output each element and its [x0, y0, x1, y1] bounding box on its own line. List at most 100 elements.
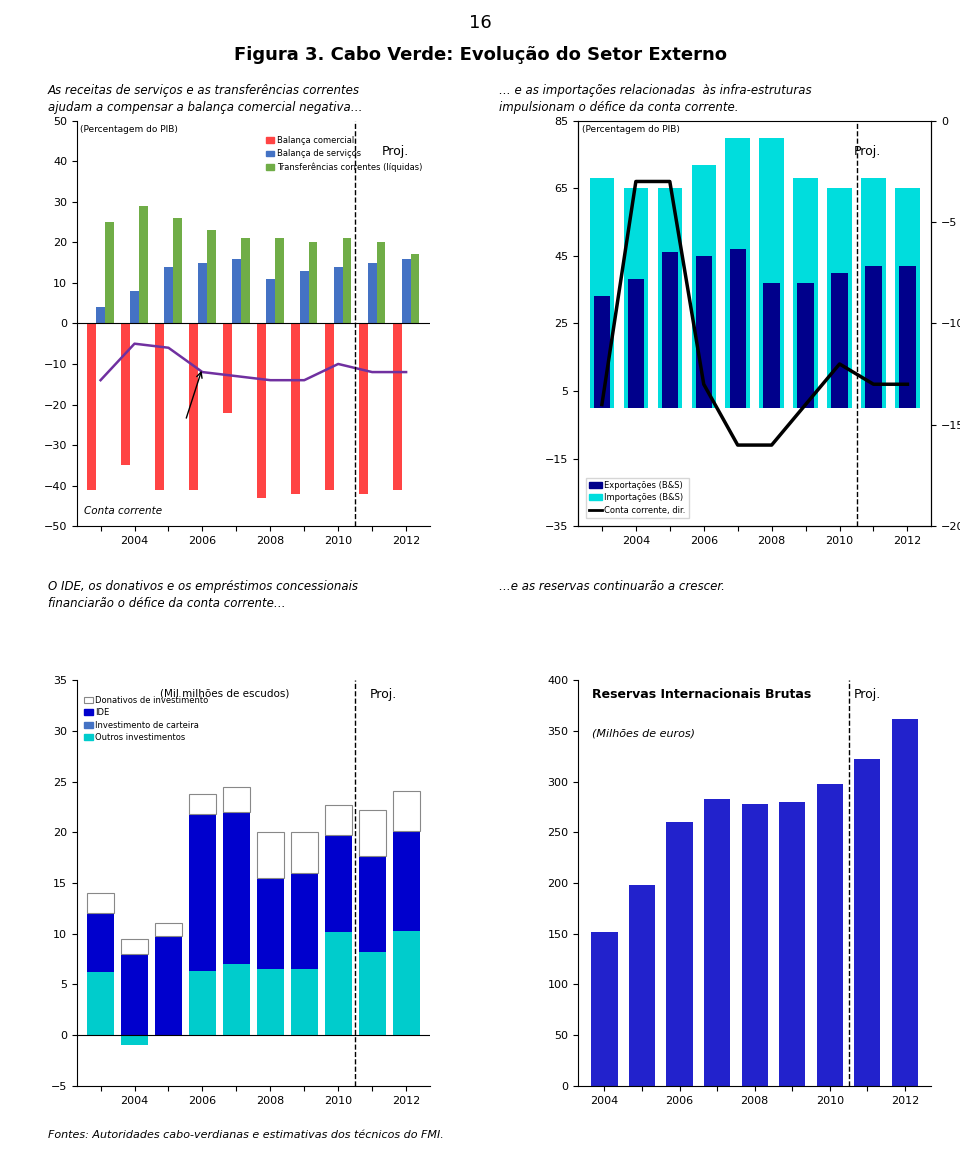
Bar	[376, 242, 385, 323]
Bar	[131, 291, 139, 323]
Bar	[854, 759, 880, 1086]
Bar	[726, 138, 750, 408]
Text: (Mil milhões de escudos): (Mil milhões de escudos)	[160, 688, 290, 699]
Bar	[589, 178, 614, 408]
Bar	[691, 164, 716, 408]
Bar	[393, 931, 420, 1035]
Bar	[156, 323, 164, 489]
Bar	[359, 953, 386, 1035]
Bar	[324, 835, 351, 932]
Text: Proj.: Proj.	[853, 145, 880, 157]
Bar	[359, 810, 386, 856]
Bar	[831, 272, 848, 408]
Bar	[896, 188, 920, 408]
Bar	[291, 832, 318, 873]
Bar	[121, 954, 148, 1035]
Bar	[324, 805, 351, 835]
Bar	[189, 971, 216, 1035]
Text: Fontes: Autoridades cabo-verdianas e estimativas dos técnicos do FMI.: Fontes: Autoridades cabo-verdianas e est…	[48, 1129, 444, 1140]
Bar	[624, 188, 648, 408]
Bar	[324, 323, 334, 489]
Text: Conta corrente: Conta corrente	[84, 506, 161, 516]
Bar	[334, 267, 343, 323]
Bar	[155, 935, 182, 1035]
Bar	[741, 804, 768, 1086]
Bar	[121, 1035, 148, 1046]
Legend: Exportações (B&S), Importações (B&S), Conta corrente, dir.: Exportações (B&S), Importações (B&S), Co…	[586, 478, 689, 518]
Bar	[121, 323, 131, 465]
Bar	[291, 970, 318, 1035]
Bar	[591, 932, 617, 1086]
Text: Reservas Internacionais Brutas: Reservas Internacionais Brutas	[592, 688, 811, 701]
Text: impulsionam o défice da conta corrente.: impulsionam o défice da conta corrente.	[499, 101, 738, 114]
Bar	[87, 893, 114, 913]
Bar	[241, 238, 250, 323]
Bar	[593, 296, 610, 408]
Bar	[164, 267, 173, 323]
Bar	[817, 784, 843, 1086]
Legend: Donativos de investimento, IDE, Investimento de carteira, Outros investimentos: Donativos de investimento, IDE, Investim…	[81, 693, 212, 746]
Text: O IDE, os donativos e os empréstimos concessionais: O IDE, os donativos e os empréstimos con…	[48, 580, 358, 593]
Bar	[96, 307, 105, 323]
Text: (Percentagem do PIB): (Percentagem do PIB)	[81, 125, 179, 133]
Bar	[393, 791, 420, 832]
Bar	[658, 188, 682, 408]
Bar	[87, 972, 114, 1035]
Bar	[628, 279, 644, 408]
Bar	[87, 323, 96, 489]
Bar	[780, 802, 805, 1086]
Bar	[861, 178, 886, 408]
Bar	[189, 323, 198, 489]
Bar	[256, 878, 284, 970]
Bar	[257, 323, 266, 498]
Bar	[121, 939, 148, 954]
Bar	[223, 323, 232, 412]
Bar	[256, 970, 284, 1035]
Bar	[300, 271, 309, 323]
Bar	[105, 222, 114, 323]
Bar	[892, 719, 918, 1086]
Text: … e as importações relacionadas  às infra-estruturas: … e as importações relacionadas às infra…	[499, 84, 812, 97]
Text: Proj.: Proj.	[382, 145, 410, 157]
Bar	[256, 832, 284, 878]
Legend: Balança comercial, Balança de serviços, Transferências correntes (líquidas): Balança comercial, Balança de serviços, …	[263, 133, 425, 176]
Text: …e as reservas continuarão a crescer.: …e as reservas continuarão a crescer.	[499, 580, 725, 593]
Bar	[223, 787, 250, 812]
Bar	[198, 263, 206, 323]
Bar	[393, 832, 420, 931]
Bar	[139, 206, 148, 323]
Bar	[730, 249, 746, 408]
Bar	[291, 323, 300, 494]
Bar	[309, 242, 318, 323]
Bar	[206, 230, 216, 323]
Bar	[232, 259, 241, 323]
Text: ajudam a compensar a balança comercial negativa…: ajudam a compensar a balança comercial n…	[48, 101, 363, 114]
Bar	[900, 265, 916, 408]
Bar	[393, 323, 401, 489]
Bar	[828, 188, 852, 408]
Bar	[87, 913, 114, 972]
Bar	[266, 279, 275, 323]
Text: 16: 16	[468, 14, 492, 32]
Bar	[661, 253, 678, 408]
Bar	[629, 885, 655, 1086]
Bar	[704, 799, 731, 1086]
Text: As receitas de serviços e as transferências correntes: As receitas de serviços e as transferênc…	[48, 84, 360, 97]
Bar	[368, 263, 376, 323]
Bar	[324, 932, 351, 1035]
Bar	[793, 178, 818, 408]
Text: Proj.: Proj.	[853, 688, 880, 701]
Bar	[696, 256, 712, 408]
Bar	[223, 964, 250, 1035]
Text: (Milhões de euros): (Milhões de euros)	[592, 728, 695, 739]
Bar	[343, 238, 351, 323]
Bar	[401, 259, 411, 323]
Bar	[865, 265, 881, 408]
Text: financiarão o défice da conta corrente…: financiarão o défice da conta corrente…	[48, 597, 286, 610]
Bar	[798, 283, 814, 408]
Bar	[275, 238, 283, 323]
Bar	[223, 812, 250, 964]
Bar	[291, 873, 318, 970]
Text: (Percentagem do PIB): (Percentagem do PIB)	[582, 125, 680, 133]
Bar	[189, 794, 216, 815]
